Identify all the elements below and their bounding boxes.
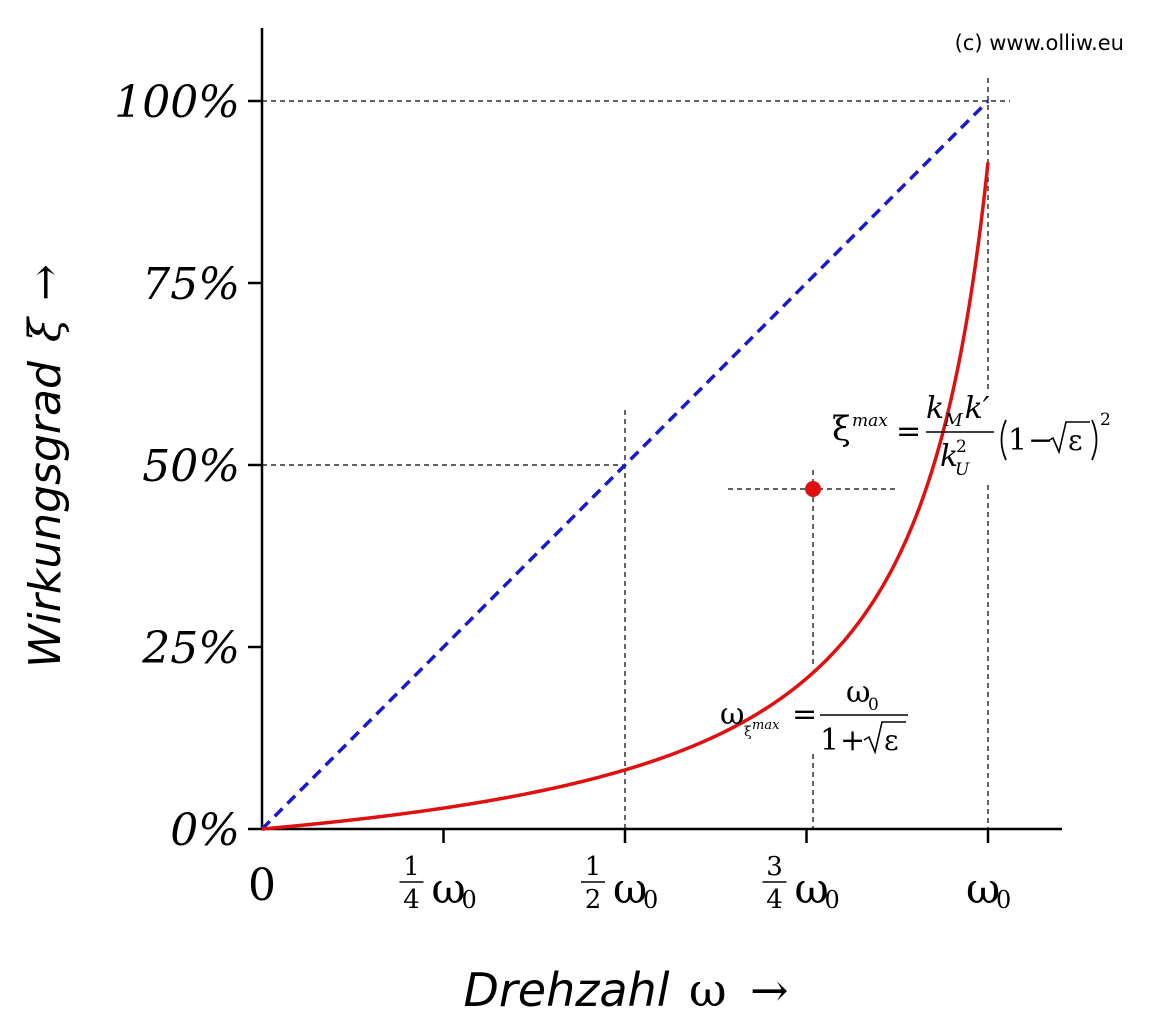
x-tick-frac-num: 1: [403, 852, 420, 882]
xi-den-sup: 2: [956, 437, 967, 457]
x-origin-label: 0: [248, 860, 276, 911]
max-efficiency-point: [805, 481, 822, 498]
x-axis-label: Drehzahl: [463, 963, 669, 1017]
xi-num-k: k: [926, 391, 944, 426]
series-ideal-line: [260, 99, 990, 831]
xi-outer-sup: 2: [1100, 410, 1111, 430]
y-axis-title: Wirkungsgrad ξ →: [20, 264, 71, 668]
x-axis-arrow: →: [750, 963, 789, 1017]
x-tick-frac-den: 4: [766, 885, 783, 915]
y-tick-label: 0%: [170, 805, 240, 856]
x-axis-symbol: ω: [689, 963, 727, 1017]
xi-den-sub: U: [955, 460, 970, 480]
x-tick-symbol: ω: [795, 864, 829, 913]
x-axis-title: Drehzahl ω →: [463, 963, 788, 1017]
omega-den-plus: +: [840, 723, 865, 758]
xi-max-formula: ξ max = kMk′ k 2 U 1 − ε 2: [832, 391, 1111, 480]
y-tick-label: 50%: [142, 441, 240, 492]
y-tick-label: 75%: [142, 259, 240, 310]
xi-symbol: ξ: [832, 409, 851, 449]
omega-num: ω: [846, 675, 870, 710]
xi-eps: ε: [1068, 424, 1083, 457]
x-tick-sub: 0: [996, 886, 1011, 914]
x-tick-symbol: ω: [966, 864, 1000, 913]
series-efficiency-curve: [261, 162, 990, 831]
y-tick-label: 25%: [141, 623, 240, 674]
xi-eq: =: [896, 414, 921, 449]
xi-one: 1: [1008, 423, 1027, 458]
x-tick-sub: 0: [462, 886, 477, 914]
omega-den-one: 1: [820, 723, 839, 758]
svg-text:Wirkungsgrad ξ →: Wirkungsgrad ξ →: [20, 264, 71, 668]
xi-den-k: k: [940, 439, 958, 474]
x-tick-frac-num: 1: [585, 852, 602, 882]
omega-den-eps: ε: [884, 724, 899, 757]
guide-lines: [262, 78, 1010, 829]
y-axis-symbol: ξ: [20, 315, 71, 342]
y-tick-label: 100%: [114, 77, 240, 128]
axis-ticks: [248, 99, 990, 843]
omega-max-formula: ω ξ max = ω 0 1 + ε: [720, 675, 908, 758]
svg-text:ξ: ξ: [832, 409, 851, 449]
omega-num-sub: 0: [868, 695, 879, 715]
omega-lhs: ω: [720, 697, 744, 732]
x-tick-frac-den: 4: [403, 885, 420, 915]
x-tick-symbol: ω: [432, 864, 466, 913]
xi-num-k-sub: M: [943, 410, 963, 431]
x-tick-symbol: ω: [613, 864, 647, 913]
x-tick-sub: 0: [643, 886, 658, 914]
omega-eq: =: [792, 697, 817, 732]
xi-max-sup: max: [852, 411, 888, 431]
x-tick-frac-num: 3: [766, 852, 783, 882]
xi-num-kprime: k′: [965, 391, 990, 426]
x-tick-sub: 0: [825, 886, 840, 914]
y-axis-label: Wirkungsgrad: [20, 360, 71, 668]
y-axis-arrow: →: [20, 264, 71, 301]
copyright-text: (c) www.olliw.eu: [955, 31, 1124, 55]
x-tick-frac-den: 2: [585, 885, 602, 915]
omega-lhs-sub: ξ: [744, 724, 752, 740]
svg-text:kMk′: kMk′: [926, 391, 990, 431]
omega-lhs-subsup: max: [752, 718, 780, 733]
